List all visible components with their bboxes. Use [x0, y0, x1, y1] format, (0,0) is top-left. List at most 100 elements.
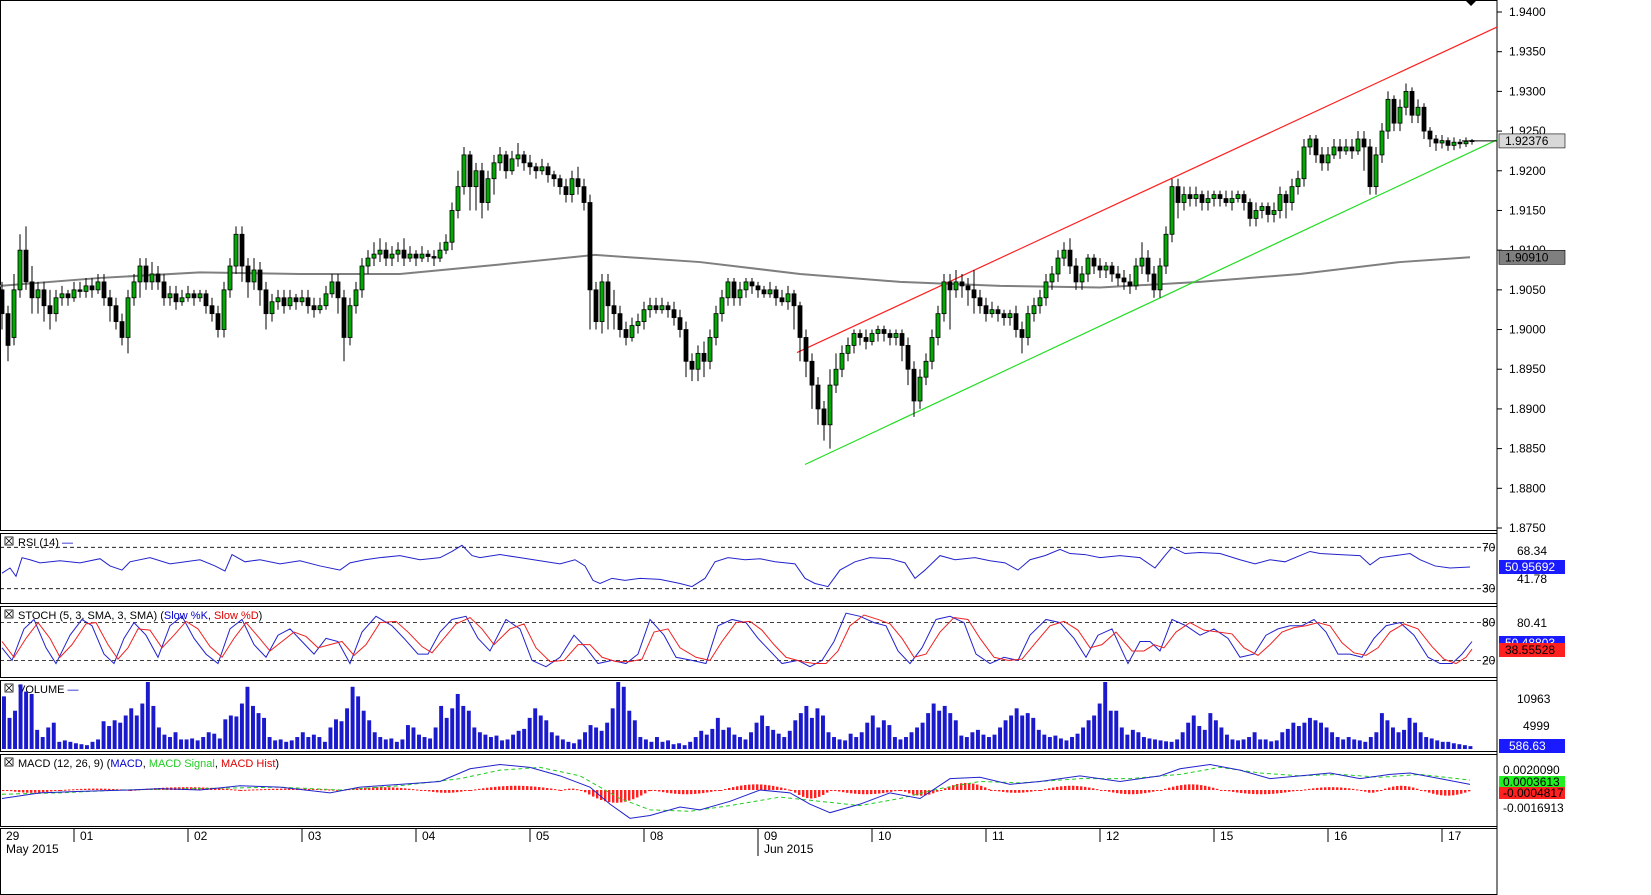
candle-body	[197, 293, 203, 299]
macd-hist-bar	[710, 790, 713, 792]
volume-bar	[1402, 729, 1406, 749]
macd-hist-bar	[1452, 790, 1455, 796]
candle-body	[137, 265, 143, 283]
macd-hist-bar	[1332, 787, 1335, 790]
volume-bar	[1390, 727, 1395, 749]
volume-bar	[837, 739, 842, 749]
candle-body	[761, 289, 767, 295]
volume-bar	[1357, 740, 1362, 749]
volume-bar	[798, 713, 803, 749]
candle-body	[773, 289, 779, 299]
volume-bar	[605, 722, 610, 749]
macd-hist-bar	[862, 790, 865, 795]
candle-body	[1199, 194, 1205, 203]
stoch-k-line	[1, 612, 1473, 668]
volume-bar	[715, 717, 720, 749]
stoch-d-line	[1, 614, 1473, 665]
candle-body	[305, 297, 311, 307]
macd-hist-bar	[550, 788, 553, 790]
macd-hist-bar	[728, 788, 731, 790]
volume-bar	[870, 715, 875, 749]
candle-body	[1061, 249, 1067, 259]
candle-body	[815, 384, 821, 410]
macd-hist-bar	[202, 787, 205, 790]
macd-hist-bar	[1176, 785, 1179, 790]
macd-hist-bar	[1100, 790, 1103, 791]
volume-bar	[118, 722, 123, 749]
candle-body	[149, 273, 155, 283]
macd-hist-bar	[84, 788, 87, 790]
macd-hist-bar	[260, 789, 263, 791]
price-panel[interactable]	[0, 0, 1498, 466]
candle-body	[5, 313, 11, 346]
candle-body	[965, 285, 971, 291]
volume-panel[interactable]: VOLUME —	[2, 682, 1473, 749]
volume-bar	[505, 739, 510, 749]
volume-bar	[1424, 737, 1429, 749]
macd-hist-bar	[1336, 787, 1339, 790]
volume-bar	[809, 717, 814, 749]
macd-hist-bar	[980, 785, 983, 790]
volume-tick-mid: 4999	[1523, 719, 1550, 733]
candle-body	[1001, 313, 1007, 319]
volume-bar	[7, 717, 12, 749]
candle-body	[647, 305, 653, 311]
candle-body	[665, 305, 671, 311]
volume-bar	[682, 745, 687, 749]
upper-channel-line	[796, 26, 1498, 354]
candle-body	[1115, 273, 1121, 279]
macd-panel[interactable]: MACD (12, 26, 9) (MACD, MACD Signal, MAC…	[1, 757, 1471, 819]
macd-hist-bar	[54, 790, 57, 791]
macd-hist-bar	[444, 790, 447, 793]
candle-body	[869, 333, 875, 342]
macd-hist-bar	[650, 790, 653, 791]
macd-hist-bar	[388, 787, 391, 790]
candle-body	[653, 305, 659, 311]
macd-hist-bar	[1064, 785, 1067, 790]
candle-body	[911, 368, 917, 402]
stoch-panel[interactable]: STOCH (5, 3, SMA, 3, SMA) (Slow %K, Slow…	[0, 609, 1497, 668]
macd-hist-bar	[1140, 790, 1143, 794]
macd-hist-bar	[806, 790, 809, 799]
macd-hist-bar	[1324, 787, 1327, 790]
volume-bar	[383, 739, 388, 749]
volume-bar	[992, 734, 997, 749]
volume-bars	[2, 682, 1473, 749]
volume-bar	[1352, 739, 1357, 749]
rsi-panel[interactable]: RSI (14) — 70 30	[0, 536, 1497, 596]
macd-hist-bar	[1348, 788, 1351, 790]
candle-body	[173, 293, 179, 303]
macd-hist-bar	[1464, 790, 1467, 793]
volume-bar	[937, 710, 942, 749]
macd-hist-bar	[894, 790, 897, 792]
volume-bar	[62, 740, 67, 749]
volume-bar	[599, 730, 604, 749]
candle-body	[863, 337, 869, 342]
candle-body	[551, 174, 557, 180]
macd-hist-bar	[372, 787, 375, 790]
macd-hist-bar	[534, 786, 537, 790]
macd-hist-bar	[284, 788, 287, 790]
macd-hist-bar	[1216, 788, 1219, 790]
candle-body	[503, 154, 509, 172]
volume-bar	[1324, 727, 1329, 749]
macd-hist-bar	[1240, 790, 1243, 794]
macd-hist-bar	[2, 790, 5, 791]
volume-bar	[1058, 738, 1063, 749]
macd-hist-bar	[130, 790, 133, 791]
candle-body	[1037, 297, 1043, 307]
candle-body	[311, 305, 317, 311]
candle-body	[1193, 194, 1199, 199]
macd-hist-bar	[470, 790, 473, 791]
volume-bar	[1147, 738, 1152, 749]
candle-body	[47, 305, 53, 315]
volume-bar	[57, 741, 62, 749]
macd-hist-bar	[1112, 790, 1115, 793]
macd-hist-bar	[1288, 790, 1291, 792]
macd-value-tag: 0.0003613	[1503, 775, 1560, 789]
volume-bar	[1457, 744, 1462, 749]
volume-bar	[1330, 732, 1335, 749]
macd-hist-bar	[498, 786, 501, 790]
macd-hist-bar	[972, 783, 975, 790]
